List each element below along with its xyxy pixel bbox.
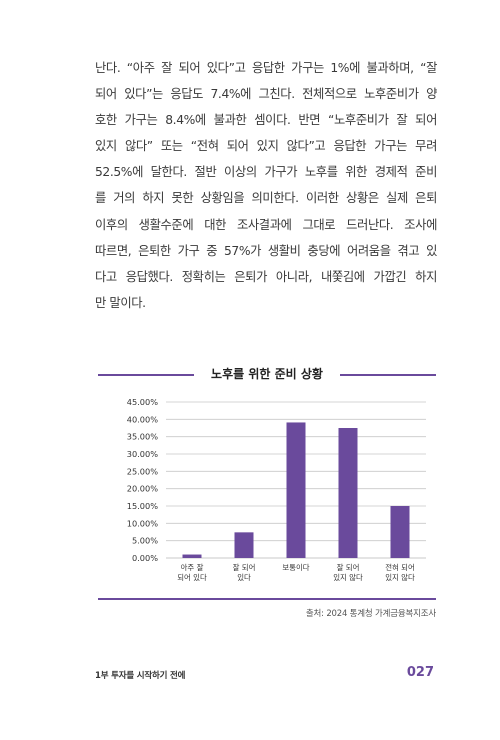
y-tick-label: 30.00%: [127, 449, 158, 459]
body-line: 되어 있다”는 응답도 7.4%에 그친다. 전체적으로 노후준비가 양: [95, 87, 437, 102]
y-tick-label: 5.00%: [132, 536, 158, 546]
body-line: 따르면, 은퇴한 가구 중 57%가 생활비 충당에 어려움을 겪고 있: [95, 243, 437, 258]
y-tick-label: 40.00%: [127, 414, 158, 424]
y-tick-label: 35.00%: [127, 432, 158, 442]
y-tick-label: 10.00%: [127, 518, 158, 528]
chart-header: 노후를 위한 준비 상황: [98, 364, 436, 384]
y-tick-label: 25.00%: [127, 466, 158, 476]
x-tick-label: 아주 잘: [181, 563, 204, 572]
x-tick-label: 되어 있다: [177, 573, 207, 582]
body-line: 호한 가구는 8.4%에 불과한 셈이다. 반면 “노후준비가 잘 되어: [95, 113, 437, 128]
chart-source: 출처: 2024 통계청 가계금융복지조사: [305, 609, 436, 619]
title-rule-left: [98, 374, 194, 376]
x-tick-label: 보통이다: [282, 563, 309, 572]
x-tick-label: 잘 되어: [233, 563, 256, 572]
y-tick-label: 20.00%: [127, 484, 158, 494]
y-tick-labels: 0.00% 5.00% 10.00% 15.00% 20.00% 25.00% 30.00%…: [127, 397, 158, 563]
bar: [182, 554, 202, 558]
body-paragraph: 난다. “아주 잘 되어 있다”고 응답한 가구는 1%에 불과하며, “잘 되…: [95, 55, 437, 316]
y-tick-label: 0.00%: [132, 553, 158, 563]
body-line: 52.5%에 달한다. 절반 이상의 가구가 노후를 위한 경제적 준비: [95, 165, 437, 180]
x-tick-label: 있지 않다: [385, 573, 415, 582]
bar: [390, 506, 410, 558]
bar-series: [182, 422, 410, 558]
body-line: 이후의 생활수준에 대한 조사결과에 그대로 드러난다. 조사에: [95, 217, 437, 232]
x-tick-label: 전혀 되어: [385, 563, 415, 572]
y-tick-label: 15.00%: [127, 501, 158, 511]
body-line: 난다. “아주 잘 되어 있다”고 응답한 가구는 1%에 불과하며, “잘: [95, 61, 437, 75]
bar: [234, 532, 254, 558]
bar: [338, 428, 358, 558]
bar-chart: 0.00% 5.00% 10.00% 15.00% 20.00% 25.00% 30.00%…: [127, 397, 426, 582]
body-line: 만 말이다.: [95, 295, 146, 310]
page-number: 027: [406, 665, 434, 680]
chart-bottom-rule: [98, 598, 436, 600]
title-rule-right: [340, 374, 436, 376]
body-line: 를 거의 하지 못한 상황임을 의미한다. 이러한 상황은 실제 은퇴: [95, 191, 437, 206]
y-tick-label: 45.00%: [127, 397, 158, 407]
body-line: 다고 응답했다. 정확히는 은퇴가 아니라, 내쫓김에 가깝긴 하지: [95, 269, 437, 284]
body-line: 있지 않다” 또는 “전혀 되어 있지 않다”고 응답한 가구는 무려: [95, 139, 437, 154]
x-tick-label: 있지 않다: [333, 573, 363, 582]
bar: [286, 422, 306, 558]
x-tick-label: 잘 되어: [337, 563, 360, 572]
x-tick-label: 있다: [237, 573, 251, 582]
chart-title: 노후를 위한 준비 상황: [211, 367, 323, 381]
footer-section-title: 1부 투자를 시작하기 전에: [95, 671, 186, 681]
